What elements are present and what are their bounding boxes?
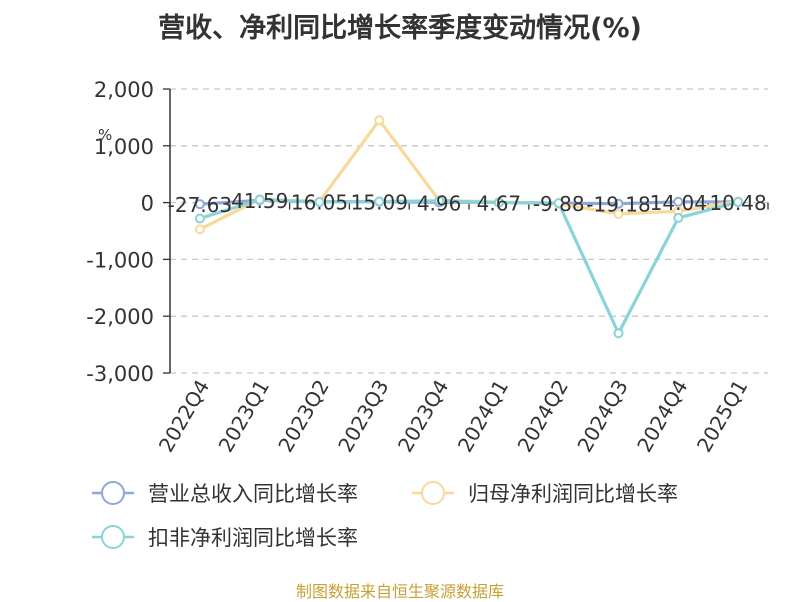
legend-label: 归母净利润同比增长率 xyxy=(468,482,678,506)
chart-title: 营收、净利同比增长率季度变动情况(%) xyxy=(158,13,642,44)
x-tick-label: 2022Q4 xyxy=(154,376,214,457)
data-point xyxy=(194,199,205,210)
x-tick-label: 2024Q2 xyxy=(513,376,573,457)
data-point xyxy=(673,212,684,223)
data-point xyxy=(553,198,564,209)
y-tick-label: 0 xyxy=(141,192,154,216)
y-tick-label: -1,000 xyxy=(86,248,154,272)
series-lines xyxy=(199,118,739,335)
data-point xyxy=(613,208,624,219)
legend-label: 扣非净利润同比增长率 xyxy=(148,526,358,550)
x-tick-label: 2024Q3 xyxy=(572,376,632,457)
data-point xyxy=(314,197,325,208)
data-label: 41.59 xyxy=(231,189,288,213)
data-point xyxy=(374,196,385,207)
data-point xyxy=(673,196,684,207)
data-point xyxy=(613,328,624,339)
x-tick-label: 2023Q3 xyxy=(333,376,393,457)
x-tick-label: 2023Q2 xyxy=(273,376,333,457)
legend-marker xyxy=(421,481,445,505)
y-axis-unit: % xyxy=(98,126,112,144)
series-line xyxy=(199,198,739,335)
y-tick-label: 1,000 xyxy=(94,135,154,159)
data-point xyxy=(254,194,265,205)
grid-lines xyxy=(170,88,768,374)
data-point xyxy=(493,197,504,208)
y-tick-label: 2,000 xyxy=(94,78,154,102)
source-note: 制图数据来自恒生聚源数据库 xyxy=(295,582,504,601)
data-point xyxy=(194,213,205,224)
x-tick-label: 2024Q4 xyxy=(632,376,692,457)
data-label: 4.67 xyxy=(477,191,522,215)
data-label: 10.48 xyxy=(709,191,766,215)
legend-label: 营业总收入同比增长率 xyxy=(148,482,358,506)
data-label: -19.18 xyxy=(586,193,650,217)
data-point xyxy=(434,195,445,206)
x-tick-label: 2023Q4 xyxy=(393,375,453,456)
legend-marker xyxy=(101,525,125,549)
data-label: 4.96 xyxy=(417,191,462,215)
data-point xyxy=(374,115,385,126)
data-label: 15.09 xyxy=(351,191,408,215)
data-label: 14.04 xyxy=(650,191,707,215)
legend-marker xyxy=(101,481,125,505)
x-tick-label: 2024Q1 xyxy=(453,376,513,457)
data-point xyxy=(613,198,624,209)
data-label: -27.63 xyxy=(168,193,232,217)
data-label: -9.88 xyxy=(533,192,585,216)
data-label: 16.05 xyxy=(291,191,348,215)
y-tick-label: -3,000 xyxy=(86,362,154,386)
series-points xyxy=(194,115,744,339)
x-tick-label: 2023Q1 xyxy=(214,376,274,457)
data-point xyxy=(733,197,744,208)
data-point xyxy=(194,224,205,235)
y-tick-label: -2,000 xyxy=(86,305,154,329)
x-tick-label: 2025Q1 xyxy=(692,376,752,457)
